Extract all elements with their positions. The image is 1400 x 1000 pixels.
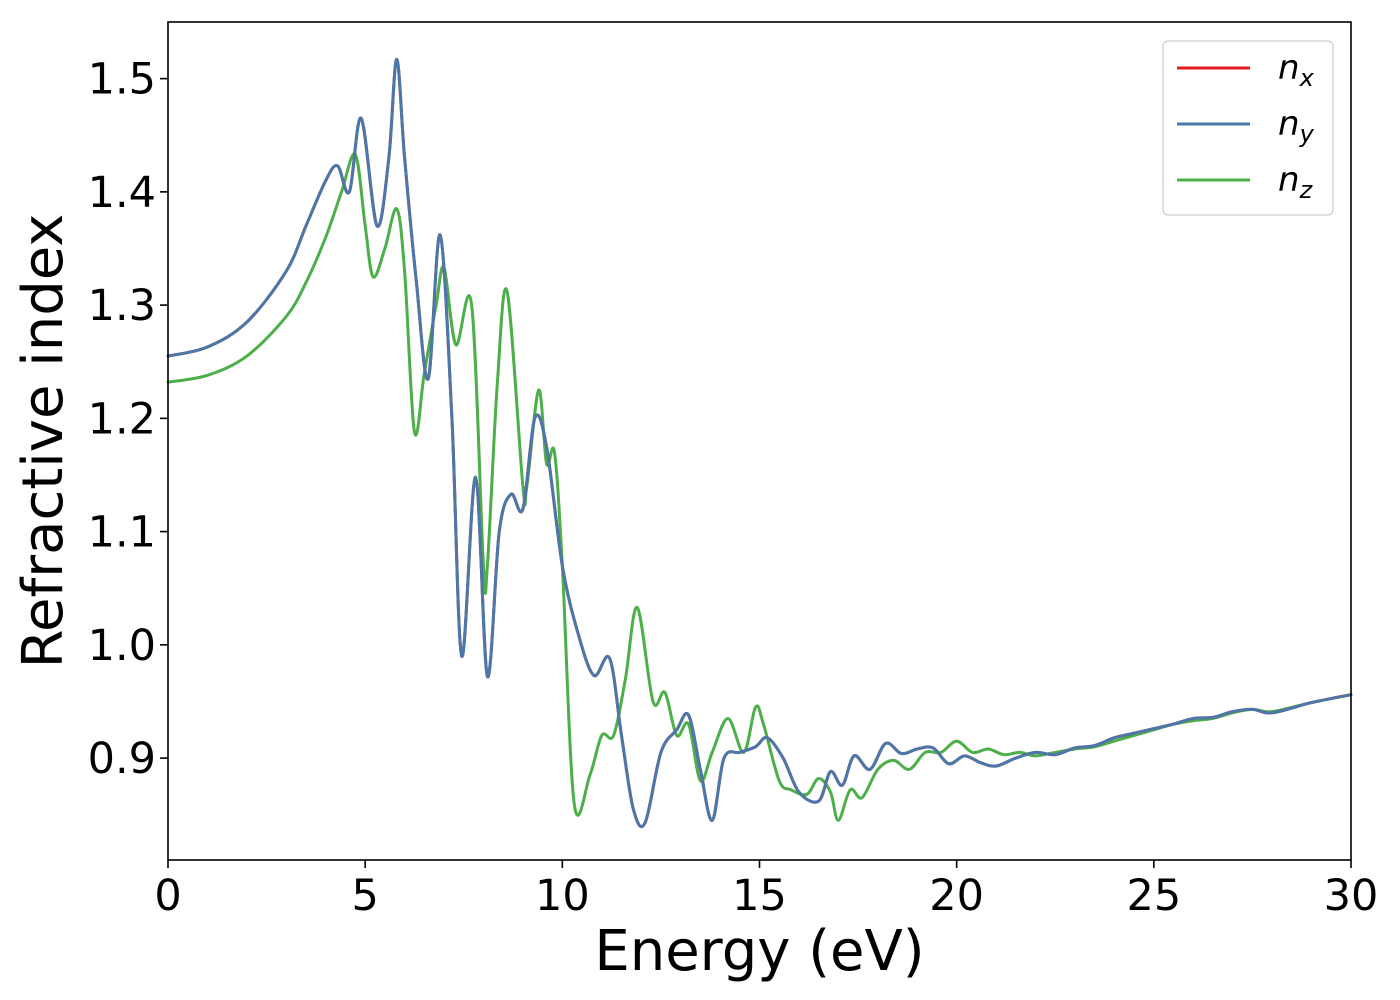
x-axis: 0 5 10 15 20 25 30	[154, 860, 1378, 921]
legend-label-n-x: nx	[1278, 48, 1315, 92]
y-tick-label: 1.5	[88, 55, 156, 105]
legend-entries: nx ny nz	[1177, 48, 1315, 204]
x-tick-label: 0	[154, 871, 181, 921]
legend: nx ny nz	[1162, 40, 1334, 216]
series-layer	[166, 57, 1353, 829]
series-line-n-z	[166, 152, 1353, 822]
y-tick-label: 1.3	[88, 281, 156, 331]
y-axis-title: Refractive index	[11, 214, 76, 669]
y-tick-label: 1.4	[88, 168, 156, 218]
x-tick-label: 15	[732, 871, 787, 921]
x-tick-label: 5	[351, 871, 378, 921]
legend-label-n-y: ny	[1278, 104, 1315, 148]
y-tick-label: 1.2	[88, 394, 156, 444]
x-tick-label: 10	[535, 871, 590, 921]
y-tick-label: 0.9	[88, 734, 156, 784]
y-axis: 0.9 1.0 1.1 1.2 1.3 1.4 1.5	[88, 55, 168, 784]
x-tick-label: 25	[1126, 871, 1181, 921]
series-line-n-y	[166, 57, 1353, 829]
legend-box	[1162, 40, 1334, 216]
x-axis-title: Energy (eV)	[594, 919, 924, 984]
y-tick-label: 1.1	[88, 508, 156, 558]
x-tick-label: 20	[929, 871, 984, 921]
legend-label-n-z: nz	[1278, 160, 1314, 204]
y-tick-label: 1.0	[88, 621, 156, 671]
x-tick-label: 30	[1324, 871, 1379, 921]
